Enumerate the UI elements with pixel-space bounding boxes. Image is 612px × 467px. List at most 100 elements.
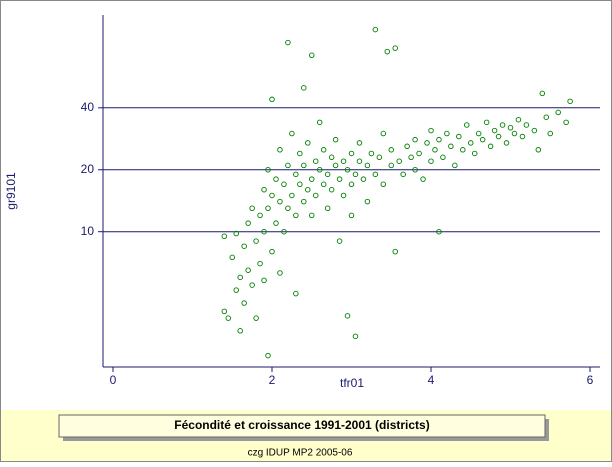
x-tick-label: 2 xyxy=(269,373,276,387)
point xyxy=(237,274,243,281)
point xyxy=(336,176,343,182)
point xyxy=(324,171,331,178)
point xyxy=(305,140,311,146)
x-axis-label: tfr01 xyxy=(340,376,364,390)
point xyxy=(312,192,319,199)
point xyxy=(309,176,315,182)
point xyxy=(293,171,299,178)
point xyxy=(297,181,303,188)
point xyxy=(293,212,299,219)
point xyxy=(503,140,510,146)
point xyxy=(547,130,554,137)
point xyxy=(555,109,561,116)
point xyxy=(309,52,315,59)
point xyxy=(452,162,458,169)
point xyxy=(309,212,315,219)
point xyxy=(344,313,351,319)
point xyxy=(281,228,287,235)
point xyxy=(249,282,255,288)
point xyxy=(523,122,530,128)
point xyxy=(285,39,291,46)
point xyxy=(332,162,339,169)
point xyxy=(269,96,275,103)
point xyxy=(412,166,418,173)
point xyxy=(376,154,383,161)
point xyxy=(531,127,538,134)
point xyxy=(253,238,259,244)
point xyxy=(233,287,239,293)
point xyxy=(312,158,319,164)
y-axis-label: gr9101 xyxy=(4,172,18,210)
point xyxy=(316,119,323,126)
point xyxy=(269,248,275,255)
point xyxy=(388,162,395,169)
point xyxy=(241,243,247,249)
point xyxy=(289,192,295,199)
point xyxy=(340,192,347,199)
point xyxy=(460,147,466,153)
point xyxy=(277,198,283,205)
point xyxy=(464,122,470,128)
point xyxy=(261,277,267,284)
point xyxy=(261,228,267,235)
point xyxy=(277,270,283,276)
point xyxy=(471,150,478,157)
point xyxy=(356,158,363,164)
point xyxy=(404,143,410,150)
point xyxy=(420,176,426,182)
point xyxy=(468,140,474,146)
point xyxy=(301,162,307,169)
point xyxy=(360,176,367,182)
point xyxy=(475,130,482,137)
point xyxy=(392,45,398,51)
point xyxy=(237,328,243,334)
point xyxy=(348,212,355,219)
point xyxy=(511,130,518,137)
point xyxy=(364,162,371,169)
point xyxy=(567,98,573,105)
point xyxy=(392,248,398,255)
point xyxy=(543,114,550,120)
point xyxy=(400,171,406,178)
point xyxy=(273,220,279,226)
x-tick-label: 0 xyxy=(110,373,117,387)
point xyxy=(539,90,546,97)
point xyxy=(396,158,402,164)
point xyxy=(507,124,514,131)
point xyxy=(440,154,446,161)
point xyxy=(249,205,255,211)
point xyxy=(285,205,291,211)
point xyxy=(257,260,263,267)
point xyxy=(368,150,375,157)
point xyxy=(269,192,275,199)
point xyxy=(316,166,323,173)
point xyxy=(424,140,430,146)
point xyxy=(324,205,331,211)
point xyxy=(388,147,395,153)
point xyxy=(456,133,462,140)
footer: czg IDUP MP2 2005-06 xyxy=(248,448,353,459)
point xyxy=(289,130,295,137)
point xyxy=(499,122,506,128)
point xyxy=(535,147,542,153)
point xyxy=(372,171,379,178)
point xyxy=(436,228,442,235)
point xyxy=(364,198,371,205)
point xyxy=(245,267,251,273)
point xyxy=(301,85,307,91)
y-tick-label: 40 xyxy=(81,100,95,114)
y-tick-label: 20 xyxy=(81,162,95,176)
point xyxy=(301,198,307,205)
point xyxy=(344,166,351,173)
point xyxy=(221,233,228,240)
point xyxy=(265,352,271,359)
point xyxy=(328,186,335,193)
point xyxy=(515,116,522,123)
point xyxy=(336,238,343,244)
point xyxy=(416,150,422,157)
point xyxy=(328,154,335,161)
point xyxy=(265,166,271,173)
point xyxy=(519,133,526,140)
point xyxy=(277,147,283,153)
point xyxy=(348,150,355,157)
